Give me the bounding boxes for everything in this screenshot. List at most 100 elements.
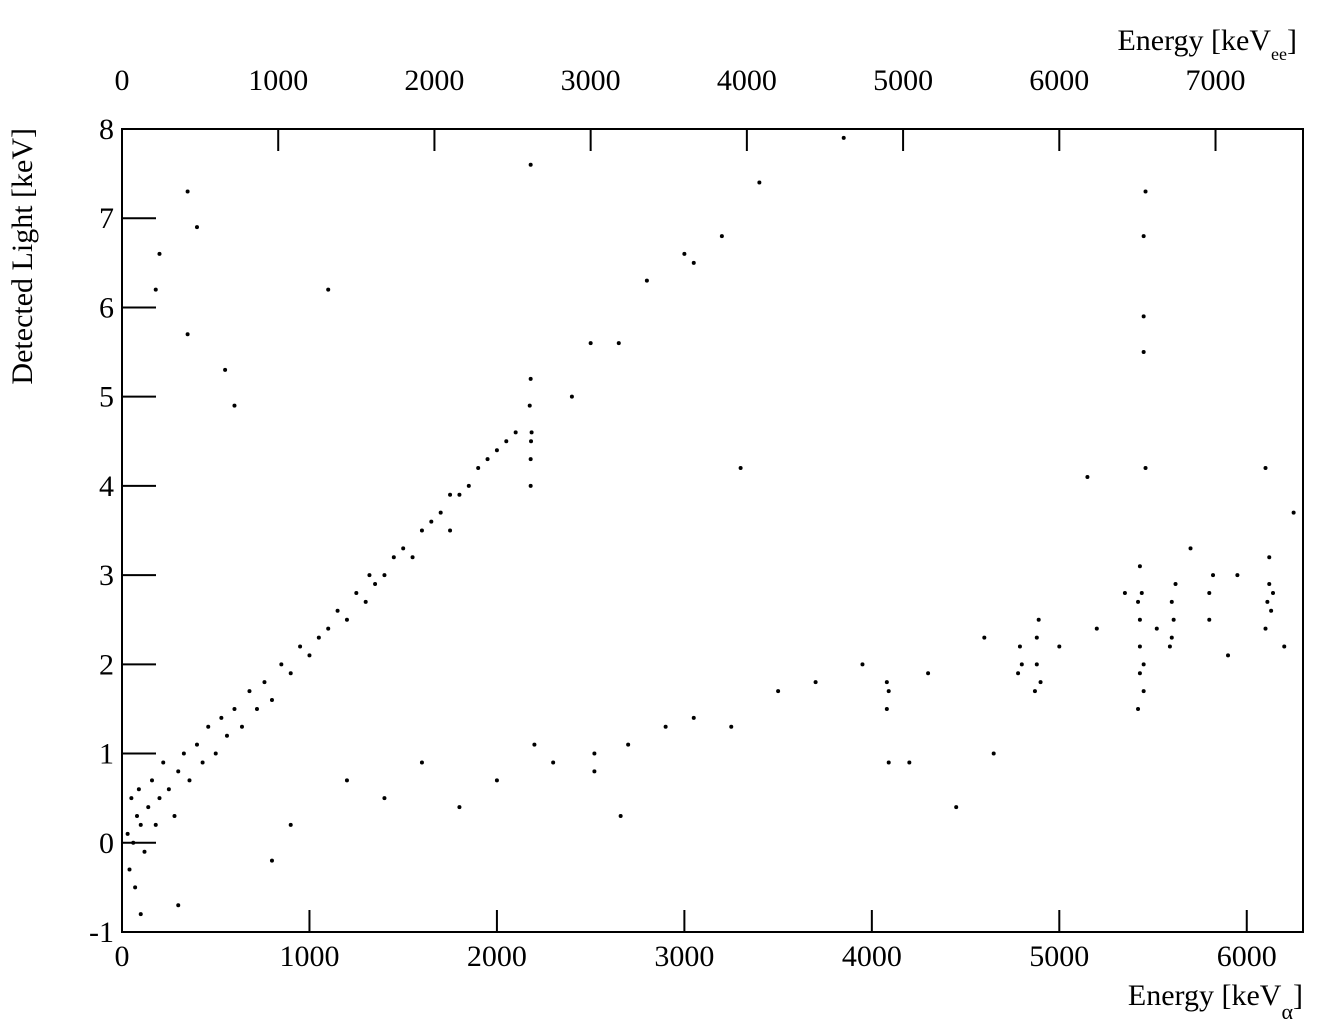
point [131,840,136,845]
point [185,189,190,194]
x-tick-label: 1000 [279,940,339,973]
point [172,814,177,819]
point [382,796,387,801]
x-label-sub: α [1281,999,1293,1024]
point [592,751,597,756]
point [1207,617,1212,622]
point [382,573,387,578]
point [1141,350,1146,355]
point [419,528,424,533]
point [1139,590,1144,595]
point [1141,314,1146,319]
point [1137,671,1142,676]
y-tick-label: 3 [99,559,114,592]
point [1207,590,1212,595]
x-tick-label: 5000 [1029,940,1089,973]
y-tick-label: 8 [99,113,114,146]
point [429,519,434,524]
point [1137,564,1142,569]
point [232,706,237,711]
point [448,528,453,533]
point [457,805,462,810]
point [316,635,321,640]
point [757,180,762,185]
x2-tick-label: 3000 [561,64,621,97]
point [136,787,141,792]
point [886,760,891,765]
point [288,822,293,827]
point [1291,510,1296,515]
point [129,796,134,801]
point [644,278,649,283]
x2-tick-label: 2000 [404,64,464,97]
point [307,653,312,658]
point [954,805,959,810]
point [886,689,891,694]
point [146,805,151,810]
point [1016,671,1021,676]
point [194,742,199,747]
point [1141,689,1146,694]
point [262,680,267,685]
point [1235,573,1240,578]
point [1263,466,1268,471]
point [618,814,623,819]
point [1143,466,1148,471]
point [926,671,931,676]
y-tick-label: 0 [99,827,114,860]
y-tick-label: 2 [99,648,114,681]
point [367,573,372,578]
point [153,822,158,827]
point [841,135,846,140]
point [1226,653,1231,658]
point [494,778,499,783]
point [1141,662,1146,667]
point [1265,599,1270,604]
point [532,742,537,747]
point [691,260,696,265]
point [166,787,171,792]
point [247,689,252,694]
point [1017,644,1022,649]
point [884,680,889,685]
point [239,724,244,729]
point [528,457,533,462]
point [1143,189,1148,194]
point [269,858,274,863]
point [1211,573,1216,578]
point [206,724,211,729]
point [1036,617,1041,622]
point [529,439,534,444]
y-tick-label: 6 [99,291,114,324]
point [527,403,532,408]
point [138,912,143,917]
x2-tick-label: 7000 [1186,64,1246,97]
point [176,769,181,774]
plot-frame [121,128,1304,933]
y-tick-label: 1 [99,738,114,771]
point [161,760,166,765]
point [592,769,597,774]
y-tick-label: -1 [89,916,114,949]
point [194,225,199,230]
point [326,626,331,631]
point [1038,680,1043,685]
point [1034,635,1039,640]
point [1169,635,1174,640]
y-tick-label: 5 [99,381,114,414]
point [513,430,518,435]
point [419,760,424,765]
x-tick-label: 2000 [467,940,527,973]
point [504,439,509,444]
point [813,680,818,685]
point [1269,608,1274,613]
y-tick-label: 4 [99,470,114,503]
point [185,332,190,337]
point [1136,706,1141,711]
point [401,546,406,551]
point [1094,626,1099,631]
point [142,849,147,854]
x2-tick-label: 4000 [717,64,777,97]
x2-tick-label: 1000 [248,64,308,97]
point [1085,474,1090,479]
